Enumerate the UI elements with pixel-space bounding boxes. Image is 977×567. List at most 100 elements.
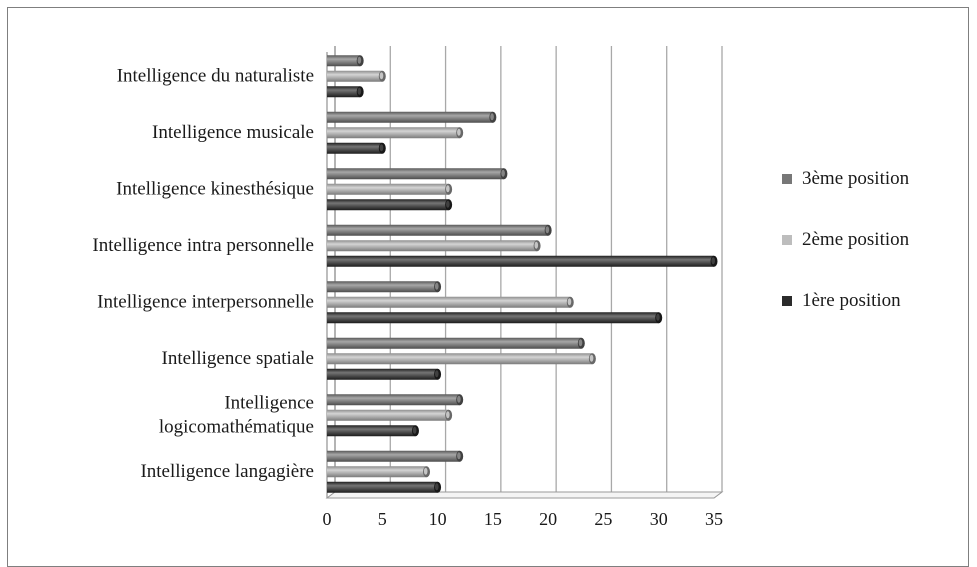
x-tick-label: 35 (705, 509, 723, 529)
legend: 3ème position 2ème position 1ère position (782, 168, 910, 311)
bar-cap-highlight (656, 313, 660, 321)
bar-body (327, 425, 416, 437)
bar-body (327, 409, 449, 421)
x-tick-label: 30 (650, 509, 668, 529)
bar-body (327, 55, 361, 67)
bar-body (327, 224, 549, 236)
bar-cap-highlight (711, 257, 715, 265)
bar-body (327, 199, 449, 211)
bar-cap-highlight (534, 241, 539, 249)
bar-cap-highlight (578, 339, 583, 347)
bar-cap-highlight (412, 426, 417, 434)
legend-label: 3ème position (802, 168, 910, 189)
bar-cap-highlight (357, 56, 362, 64)
legend-swatch (782, 235, 792, 245)
bar-chart: Intelligence langagière Intelligence logic… (92, 46, 910, 529)
x-tick-label: 10 (429, 509, 447, 529)
bar (327, 466, 431, 478)
bar (327, 111, 497, 123)
category-label: Intelligence musicale (152, 122, 314, 143)
bar (327, 481, 442, 493)
bar-cap-highlight (357, 87, 362, 95)
bar-cap-highlight (457, 128, 461, 136)
legend-label: 2ème position (802, 229, 910, 250)
x-tick-label: 20 (539, 509, 557, 529)
category-label: logicomathématique (159, 416, 314, 437)
bar-cap-highlight (446, 185, 450, 193)
bar-cap-highlight (434, 370, 439, 378)
bar (327, 127, 464, 139)
bar-body (327, 450, 460, 462)
x-tick-labels: 0 5 10 15 20 25 30 35 (323, 509, 724, 529)
bar (327, 394, 464, 406)
legend-label: 1ère position (802, 290, 901, 311)
bar (327, 281, 442, 293)
bar-body (327, 183, 449, 195)
bar-body (327, 70, 383, 82)
bar (327, 224, 552, 236)
bars (327, 55, 718, 493)
bar-body (327, 394, 460, 406)
bar-cap-highlight (434, 282, 439, 290)
bar-body (327, 466, 427, 478)
legend-item: 1ère position (782, 290, 901, 311)
bar-body (327, 337, 582, 349)
x-tick-label: 15 (484, 509, 502, 529)
bar (327, 255, 718, 267)
bar-cap-highlight (423, 467, 428, 475)
bar (327, 168, 508, 180)
legend-item: 2ème position (782, 229, 910, 250)
legend-swatch (782, 174, 792, 184)
x-tick-label: 25 (594, 509, 612, 529)
bar (327, 296, 574, 308)
bar-body (327, 353, 593, 365)
bar-cap-highlight (490, 113, 494, 121)
bar (327, 183, 453, 195)
bar (327, 409, 453, 421)
bar (327, 142, 386, 154)
bar (327, 55, 364, 67)
x-tick-label: 5 (378, 509, 387, 529)
bar-body (327, 481, 438, 493)
category-label: Intelligence interpersonnelle (97, 291, 314, 312)
bar-body (327, 255, 714, 267)
bar-cap-highlight (589, 354, 594, 362)
bar (327, 337, 585, 349)
bar-cap-highlight (545, 226, 550, 234)
category-label: Intelligence langagière (140, 461, 314, 482)
bar (327, 368, 442, 380)
category-label: Intelligence spatiale (162, 348, 314, 369)
bar-body (327, 127, 460, 139)
bar (327, 86, 364, 98)
category-labels: Intelligence langagière Intelligence logic… (92, 65, 314, 482)
legend-swatch (782, 296, 792, 306)
chart-floor (325, 491, 724, 499)
category-label: Intelligence du naturaliste (117, 65, 314, 86)
bar (327, 450, 464, 462)
bar-body (327, 86, 361, 98)
category-label: Intelligence (224, 392, 314, 413)
bar-cap-highlight (379, 144, 384, 152)
category-label: Intelligence intra personnelle (92, 235, 314, 256)
bar-cap-highlight (501, 169, 505, 177)
bar (327, 240, 541, 252)
x-tick-label: 0 (323, 509, 332, 529)
bar-body (327, 296, 571, 308)
bar-body (327, 368, 438, 380)
legend-item: 3ème position (782, 168, 910, 189)
bar-body (327, 281, 438, 293)
bar (327, 425, 419, 437)
bar-body (327, 168, 504, 180)
bar-cap-highlight (379, 72, 384, 80)
bar (327, 199, 453, 211)
bar (327, 70, 386, 82)
bar-body (327, 111, 493, 123)
bar (327, 353, 596, 365)
bar (327, 312, 663, 324)
bar-cap-highlight (567, 298, 572, 306)
bar-cap-highlight (457, 452, 461, 460)
bar-body (327, 312, 659, 324)
bar-cap-highlight (446, 200, 450, 208)
bar-body (327, 240, 538, 252)
bar-body (327, 142, 383, 154)
